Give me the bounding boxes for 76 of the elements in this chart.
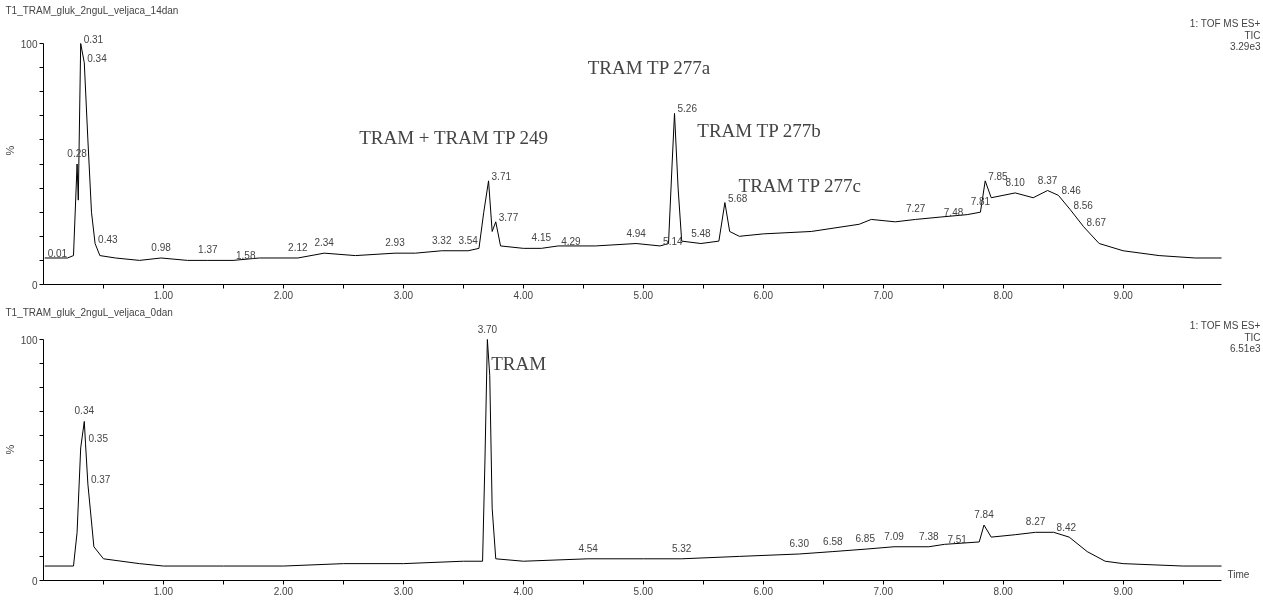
annotation: 0.31	[83, 33, 104, 45]
text: 1: TOF MS ES+	[1189, 17, 1261, 29]
x-tick-label: 1.00	[153, 585, 174, 597]
annotation: 4.94	[626, 227, 647, 239]
annotation: 8.56	[1073, 199, 1094, 211]
annotation: 5.48	[691, 227, 712, 239]
chart-title: T1_TRAM_gluk_2nguL_veljaca_0dan	[5, 307, 173, 318]
x-tick-label: 5.00	[633, 289, 654, 301]
annotation: 5.32	[671, 542, 692, 554]
annotation: 4.15	[531, 232, 552, 244]
annotation: 7.38	[919, 530, 939, 542]
annotation: 6.30	[789, 537, 810, 549]
annotation: TRAM	[491, 353, 547, 375]
annotation: TRAM + TRAM TP 249	[359, 126, 549, 148]
annotation: 7.84	[974, 509, 995, 521]
text: 1: TOF MS ES+	[1189, 319, 1261, 331]
chart-title: T1_TRAM_gluk_2nguL_veljaca_14dan	[5, 5, 179, 16]
annotation: 7.51	[947, 534, 968, 546]
annotation: 8.67	[1086, 216, 1107, 228]
annotation: 0.37	[90, 474, 111, 486]
annotation: TRAM TP 277a	[587, 57, 711, 79]
annotation: 3.77	[498, 211, 519, 223]
annotation: 3.54	[458, 234, 479, 246]
text: 3.29e3	[1229, 40, 1261, 52]
x-tick-label: 7.00	[873, 585, 894, 597]
annotation: 1.37	[198, 244, 219, 256]
y-tick-label: 100	[20, 38, 38, 50]
annotation: 3.70	[477, 323, 498, 335]
text: TIC	[1244, 331, 1261, 343]
y-axis-title: %	[3, 145, 16, 156]
annotation: 2.34	[314, 237, 335, 249]
x-tick-label: 6.00	[753, 585, 774, 597]
x-tick-label: 5.00	[633, 585, 654, 597]
text: TIC	[1244, 29, 1261, 41]
annotation: 7.27	[905, 203, 926, 215]
annotation: 8.46	[1061, 185, 1082, 197]
y-tick-label: 100	[20, 334, 38, 346]
x-tick-label: 6.00	[753, 289, 774, 301]
annotation: 0.98	[151, 241, 172, 253]
annotation: 2.93	[385, 237, 406, 249]
annotation: 8.37	[1037, 174, 1058, 186]
x-tick-label: 4.00	[513, 585, 534, 597]
annotation: 0.34	[74, 405, 95, 417]
text: 6.51e3	[1229, 342, 1261, 354]
annotation: 2.12	[288, 241, 308, 253]
x-tick-label: 9.00	[1113, 289, 1134, 301]
annotation: 0.43	[98, 233, 118, 245]
annotation: 7.09	[884, 530, 905, 542]
x-tick-label: 9.00	[1113, 585, 1134, 597]
y-tick-label: 0	[31, 575, 38, 587]
annotation: TRAM TP 277b	[697, 119, 821, 141]
annotation: 3.71	[491, 170, 512, 182]
x-tick-label: 4.00	[513, 289, 534, 301]
annotation: 1.58	[236, 250, 256, 262]
annotation: 6.58	[823, 535, 844, 547]
y-axis-title: %	[3, 444, 16, 455]
annotation: 8.27	[1025, 516, 1046, 528]
x-axis-title: Time	[1227, 568, 1250, 580]
y-tick-label: 0	[31, 279, 38, 291]
x-tick-label: 2.00	[273, 289, 294, 301]
x-tick-label: 2.00	[273, 585, 294, 597]
annotation: 4.54	[578, 542, 599, 554]
annotation: 0.35	[88, 433, 109, 445]
x-tick-label: 3.00	[393, 585, 414, 597]
x-tick-label: 3.00	[393, 289, 414, 301]
annotation: 4.29	[561, 235, 582, 247]
annotation: 5.26	[677, 103, 698, 115]
x-tick-label: 1.00	[153, 289, 174, 301]
annotation: 6.85	[855, 533, 876, 545]
annotation: 8.42	[1056, 522, 1077, 534]
x-tick-label: 8.00	[993, 289, 1014, 301]
annotation: 0.34	[87, 52, 108, 64]
x-tick-label: 7.00	[873, 289, 894, 301]
annotation: 0.01	[47, 247, 68, 259]
annotation: 3.32	[432, 234, 452, 246]
x-tick-label: 8.00	[993, 585, 1014, 597]
